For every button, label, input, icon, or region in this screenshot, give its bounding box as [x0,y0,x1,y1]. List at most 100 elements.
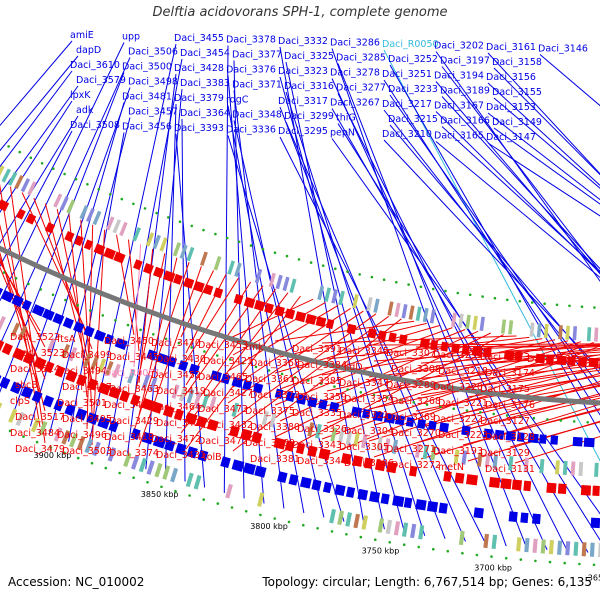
reverse-gene-label: Daci_3308 [391,364,441,375]
feature-stripe [331,289,338,304]
scale-label: 3800 kbp [250,522,288,531]
reverse-label-leader [279,322,427,358]
forward-gene-block [1,290,15,303]
forward-gene-block [494,429,505,440]
tick-dot [89,309,92,312]
forward-gene-block [163,439,176,452]
forward-gene-label: Daci_3428 [174,63,224,74]
forward-gene-block [274,388,284,400]
feature-stripe [185,472,194,488]
forward-gene-block [539,434,547,444]
feature-stripe [418,524,425,540]
feature-stripe [254,268,263,284]
forward-label-leader [493,97,600,189]
forward-gene-label: Daci_3379 [174,93,224,104]
forward-gene-label: Daci_3197 [440,56,490,67]
tick-dot [188,494,191,497]
feature-stripe [186,246,195,262]
forward-gene-block [42,308,55,321]
tick-dot [225,236,229,240]
feature-stripe [410,523,417,539]
forward-gene-label: Daci_3251 [382,69,432,80]
forward-gene-block [345,486,356,498]
feature-stripe [451,312,457,327]
feature-stripe [97,358,107,373]
feature-stripe [69,432,78,448]
feature-stripe [201,393,210,409]
forward-gene-label: Daci_3454 [180,48,230,59]
feature-stripe [330,427,338,442]
reverse-gene-block [307,445,318,458]
feature-stripe [385,519,393,535]
forward-label-leader [389,64,600,434]
reverse-gene-block [195,415,208,428]
reverse-gene-block [152,266,165,279]
tick-dot [132,476,135,480]
tick-dot [334,267,337,271]
reverse-gene-label: Daci_3193 [433,446,483,457]
tick-dot [190,224,194,228]
tick-dot [586,421,589,424]
feature-stripe [27,181,37,196]
forward-label-leader [487,142,600,217]
reverse-gene-block [367,328,377,339]
reverse-label-leader [509,369,600,384]
forward-label-leader [331,48,507,547]
reverse-gene-block [243,296,256,309]
forward-label-leader [181,118,186,482]
reverse-gene-label: Daci_3359 [297,392,347,403]
reverse-gene-label: Daci_3131 [485,464,535,475]
tick-dot [316,527,319,530]
reverse-gene-block [488,476,501,489]
tick-dot [259,513,262,517]
reverse-gene-block [567,356,576,366]
reverse-gene-block [440,341,449,352]
forward-gene-block [334,484,346,496]
reverse-gene-block [284,440,295,452]
reverse-label-leader [509,344,600,352]
forward-gene-block [383,413,396,424]
reverse-gene-label: metN [438,462,464,473]
tick-dot [431,287,435,291]
tick-dot [190,346,193,349]
tick-dot [568,304,571,308]
forward-gene-block [277,471,288,483]
tick-dot [273,251,277,254]
forward-gene-block [114,337,128,350]
reverse-gene-label: Daci_3368 [250,358,300,369]
reverse-gene-block [430,339,439,350]
feature-stripe [508,455,514,471]
forward-label-leader [285,91,426,536]
forward-gene-label: Daci_3165 [434,131,484,142]
reverse-gene-block [12,347,26,361]
tick-dot [333,385,336,388]
genome-backbone [0,245,600,406]
reverse-gene-label: Daci_3432 [203,420,253,431]
tick-dot [132,202,135,206]
feature-stripe [0,165,5,176]
forward-label-leader [0,42,125,302]
reverse-gene-block [363,457,374,469]
reverse-label-leader [462,364,600,382]
tick-dot [345,533,348,536]
reverse-gene-label: Daci_3503 [62,446,112,457]
feature-stripe [479,316,485,331]
reverse-gene-block [1,342,13,356]
forward-gene-block [0,376,11,390]
feature-stripe [345,430,353,446]
forward-gene-label: Daci_3158 [492,57,542,68]
tick-dot [468,293,472,297]
accession-text: Accession: NC_010002 [8,575,145,589]
forward-gene-block [86,412,99,425]
forward-gene-block [572,436,583,447]
reverse-gene-label: Daci_3268 [391,396,441,407]
forward-gene-label: Daci_3147 [486,132,536,143]
reverse-gene-label: Daci_3523 [15,348,65,359]
forward-gene-block [505,431,516,441]
forward-gene-block [299,476,312,489]
feature-stripe [152,234,161,250]
feature-stripe [453,449,460,464]
feature-stripe [581,542,587,557]
reverse-gene-block [305,313,317,325]
forward-gene-block [97,416,111,430]
